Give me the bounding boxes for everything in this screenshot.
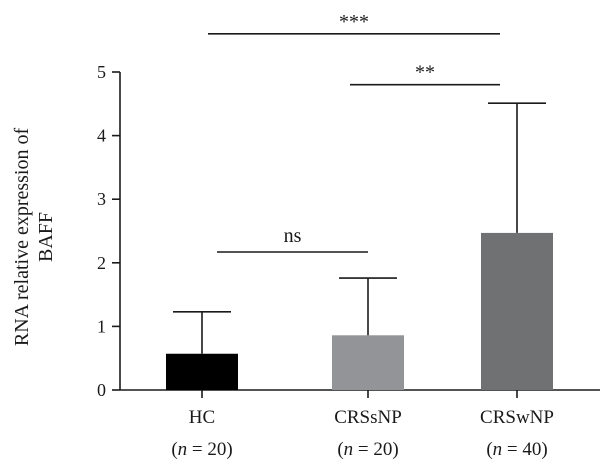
significance-label: ** bbox=[415, 62, 435, 84]
x-tick-label: CRSsNP bbox=[334, 407, 402, 428]
bar bbox=[332, 335, 404, 390]
y-axis-title-line-1: RNA relative expression of bbox=[11, 128, 33, 347]
bar bbox=[166, 353, 238, 390]
y-tick-label: 3 bbox=[97, 189, 106, 209]
bar bbox=[481, 232, 553, 390]
x-tick-label: HC bbox=[189, 407, 215, 428]
y-tick-label: 5 bbox=[97, 62, 106, 82]
significance-label: ns bbox=[284, 225, 302, 247]
group-size-label: (n = 20) bbox=[337, 439, 398, 460]
y-tick-label: 2 bbox=[97, 253, 106, 273]
significance-label: *** bbox=[339, 11, 369, 33]
y-tick-label: 4 bbox=[97, 126, 106, 146]
y-axis-title: RNA relative expression of BAFF bbox=[11, 128, 57, 347]
group-size-label: (n = 20) bbox=[171, 439, 232, 460]
plot-area: 0 1 2 3 4 5 HC (n = 20) CRSsNP (n = 20) CRSwNP (n =… bbox=[97, 11, 600, 460]
y-tick-label: 1 bbox=[97, 316, 106, 336]
x-tick-label: CRSwNP bbox=[480, 407, 554, 428]
y-axis-title-line-2: BAFF bbox=[35, 212, 57, 262]
group-size-label: (n = 40) bbox=[486, 439, 547, 460]
y-tick-label: 0 bbox=[97, 380, 106, 400]
